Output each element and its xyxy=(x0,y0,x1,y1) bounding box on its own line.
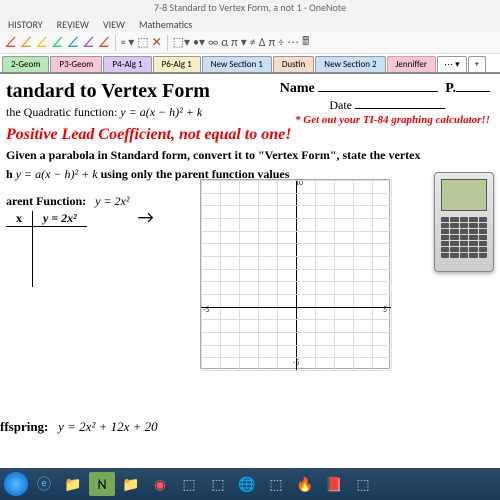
taskbar[interactable]: ⓔ 📁 N 📁 ◉ ⬚ ⬚ 🌐 ⬚ 🔥 📕 ⬚ xyxy=(0,468,500,500)
pen-color-icon[interactable]: ∠ xyxy=(51,34,64,51)
taskbar-icon[interactable]: ⬚ xyxy=(176,472,202,496)
section-tab[interactable]: ⋯ ▾ xyxy=(437,56,467,72)
ribbon-tab[interactable]: Mathematics xyxy=(139,18,192,31)
ribbon-tab[interactable]: REVIEW xyxy=(57,18,89,31)
symbol-button[interactable]: ⬚ xyxy=(137,35,148,50)
taskbar-icon[interactable]: 🌐 xyxy=(234,472,260,496)
calculator-image xyxy=(434,172,494,272)
parent-fn: y = 2x² xyxy=(95,194,129,208)
symbol-button[interactable]: ✕ xyxy=(152,35,162,50)
t-table-cell xyxy=(33,227,87,287)
taskbar-icon[interactable]: N xyxy=(89,472,115,496)
taskbar-icon[interactable]: ⬚ xyxy=(263,472,289,496)
calc-keys xyxy=(441,217,487,258)
instruction-1: Given a parabola in Standard form, conve… xyxy=(6,148,500,163)
vertex-formula: y = a(x − h)² + k xyxy=(16,167,98,181)
date-label: Date xyxy=(329,98,352,112)
taskbar-icon[interactable]: 📕 xyxy=(321,472,347,496)
separator xyxy=(167,35,168,51)
parent-label-row: arent Function: y = 2x² xyxy=(6,194,129,209)
offspring-row: ffspring: y = 2x² + 12x + 20 xyxy=(0,419,158,435)
calc-screen xyxy=(441,179,487,211)
t-table-cell xyxy=(6,227,33,287)
taskbar-icon[interactable]: ⓔ xyxy=(31,472,57,496)
section-tab[interactable]: New Section 2 xyxy=(315,56,385,72)
subheading-text: the Quadratic function: xyxy=(6,105,120,119)
p-blank[interactable] xyxy=(456,80,490,92)
taskbar-icon[interactable]: 📁 xyxy=(118,472,144,496)
start-button[interactable] xyxy=(4,472,28,496)
calculator-note: * Get out your TI-84 graphing calculator… xyxy=(295,114,490,126)
symbol-button[interactable]: π xyxy=(231,36,238,50)
math-toolbar: ∠ ∠ ∠ ∠ ∠ ∠ ∠ ▫ ▾ ⬚ ✕ ⬚▾ •▾ ∞ α π ▾ ≠ ∆ … xyxy=(0,32,500,54)
symbol-button[interactable]: π xyxy=(269,36,276,50)
pen-color-icon[interactable]: ∠ xyxy=(82,34,95,51)
section-tab[interactable]: P6-Alg 1 xyxy=(153,56,201,72)
symbol-button[interactable]: ⋯ xyxy=(287,35,299,50)
symbol-button[interactable]: ⬚▾ xyxy=(173,35,190,50)
instr2-prefix: h xyxy=(6,167,16,181)
t-table-head-y: y = 2x² xyxy=(33,211,87,227)
taskbar-icon[interactable]: ◉ xyxy=(147,472,173,496)
section-tab[interactable]: New Section 1 xyxy=(202,56,272,72)
symbol-button[interactable]: ▾ xyxy=(128,35,134,50)
p-label: P. xyxy=(445,81,456,96)
t-table-head-x: x xyxy=(6,211,33,227)
offspring-fn: y = 2x² + 12x + 20 xyxy=(58,419,158,434)
quadratic-formula: y = a(x − h)² + k xyxy=(120,105,202,119)
section-tabs: 2-GeomP3-GeomP4-Alg 1P6-Alg 1New Section… xyxy=(0,54,500,74)
taskbar-icon[interactable]: 🔥 xyxy=(292,472,318,496)
date-field: Date xyxy=(329,98,445,113)
section-tab[interactable]: Jenniffer xyxy=(387,56,437,72)
section-tab[interactable]: P4-Alg 1 xyxy=(103,56,151,72)
page-content: tandard to Vertex Form the Quadratic fun… xyxy=(0,74,500,464)
symbol-button[interactable]: ▫ xyxy=(121,36,125,50)
section-tab[interactable]: 2-Geom xyxy=(2,56,49,72)
pen-color-icon[interactable]: ∠ xyxy=(66,34,79,51)
symbol-button[interactable]: ÷ xyxy=(278,36,284,50)
symbol-button[interactable]: ∞ xyxy=(208,36,218,50)
pen-color-icon[interactable]: ∠ xyxy=(97,34,110,51)
window-title: 7-8 Standard to Vertex Form, a not 1 - O… xyxy=(0,0,500,16)
date-blank[interactable] xyxy=(355,99,445,109)
ribbon-tabs: HISTORY REVIEW VIEW Mathematics xyxy=(0,16,500,32)
taskbar-icon[interactable]: ⬚ xyxy=(205,472,231,496)
pen-color-icon[interactable]: ∠ xyxy=(20,34,33,51)
symbol-button[interactable]: ∆ xyxy=(259,36,266,50)
taskbar-icon[interactable]: 📁 xyxy=(60,472,86,496)
section-tab[interactable]: Dustin xyxy=(273,56,314,72)
pen-color-icon[interactable]: ∠ xyxy=(35,34,48,51)
symbol-button[interactable]: ▾ xyxy=(241,35,247,50)
symbol-button[interactable]: •▾ xyxy=(193,35,205,50)
section-tab[interactable]: + xyxy=(468,56,486,72)
taskbar-icon[interactable]: ⬚ xyxy=(350,472,376,496)
name-field: Name P. xyxy=(280,80,490,97)
name-label: Name xyxy=(280,81,315,96)
ribbon-tab[interactable]: VIEW xyxy=(103,18,125,31)
name-blank[interactable] xyxy=(318,80,438,92)
t-table: xy = 2x² xyxy=(6,211,87,287)
symbol-button[interactable]: ≠ xyxy=(250,36,256,50)
pen-color-icon[interactable]: ∠ xyxy=(4,34,17,51)
separator xyxy=(115,35,116,51)
parent-label: arent Function: xyxy=(6,194,86,208)
section-tab[interactable]: P3-Geom xyxy=(50,56,102,72)
ribbon-tab[interactable]: HISTORY xyxy=(8,18,43,31)
symbol-button[interactable]: 🖩 xyxy=(302,32,309,53)
coordinate-grid: 10 5 -5 -5 xyxy=(200,179,390,369)
lead-coeff-heading: Positive Lead Coefficient, not equal to … xyxy=(6,126,500,144)
offspring-label: ffspring: xyxy=(0,419,48,434)
symbol-button[interactable]: α xyxy=(221,36,228,50)
arrow-icon: → xyxy=(137,206,153,228)
